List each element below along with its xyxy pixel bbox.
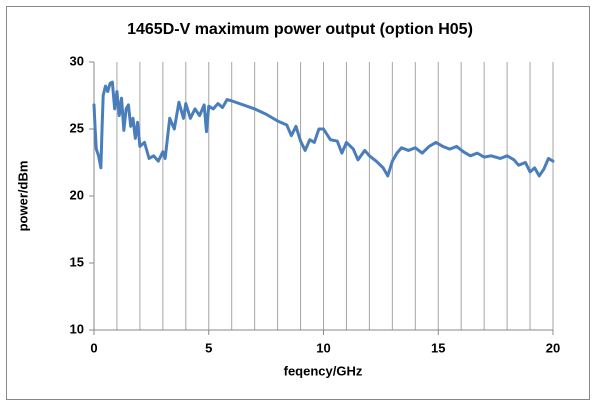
chart-title: 1465D-V maximum power output (option H05… (127, 21, 473, 38)
x-tick-label: 10 (316, 340, 330, 355)
x-tick-label: 5 (205, 340, 212, 355)
data-line (92, 80, 555, 178)
y-tick-label: 25 (70, 120, 84, 135)
y-tick-label: 10 (70, 321, 84, 336)
chart-frame (6, 6, 590, 400)
y-tick-label: 30 (70, 53, 84, 68)
x-tick-label: 0 (90, 340, 97, 355)
x-axis-title: feqency/GHz (284, 363, 363, 378)
x-tick-label: 15 (431, 340, 445, 355)
y-tick-label: 20 (70, 187, 84, 202)
x-tick-label: 20 (546, 340, 560, 355)
y-tick-label: 15 (70, 254, 84, 269)
y-axis-title: power/dBm (15, 161, 30, 232)
